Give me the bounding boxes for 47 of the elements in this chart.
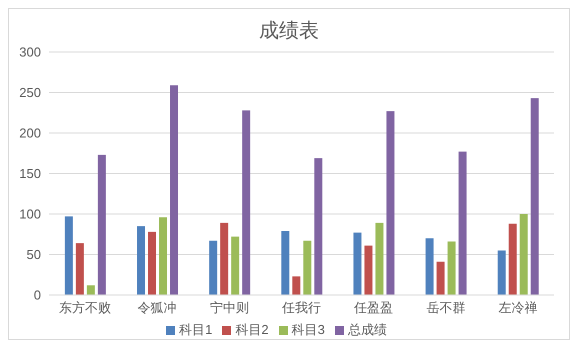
x-tick-label: 令狐冲	[138, 300, 177, 316]
legend-label: 总成绩	[348, 322, 387, 337]
bar	[426, 238, 434, 295]
bar	[303, 240, 312, 295]
bar	[159, 217, 168, 295]
x-tick-label: 岳不群	[426, 300, 466, 316]
bar	[448, 242, 456, 295]
bar	[520, 214, 528, 295]
bar	[242, 110, 250, 295]
x-tick-label: 任盈盈	[353, 300, 394, 316]
legend-label: 科目3	[292, 322, 325, 337]
bar	[170, 85, 178, 295]
bar	[498, 250, 506, 295]
bar	[530, 98, 539, 295]
bar	[353, 232, 362, 295]
bar	[137, 226, 146, 295]
x-tick-label: 宁中则	[210, 300, 249, 316]
bar	[86, 285, 95, 295]
y-tick-label: 300	[19, 44, 41, 60]
y-tick-label: 100	[19, 206, 41, 222]
y-tick-label: 200	[19, 126, 41, 141]
x-tick-label: 左冷禅	[498, 300, 538, 316]
y-tick-label: 150	[19, 166, 41, 182]
bar	[209, 240, 218, 295]
bar	[281, 231, 290, 295]
bar	[148, 232, 156, 295]
bar	[292, 276, 300, 295]
y-tick-label: 0	[34, 288, 41, 303]
y-tick-label: 250	[19, 85, 41, 100]
y-tick-label: 50	[26, 247, 41, 262]
legend-label: 科目1	[179, 322, 212, 337]
bar	[231, 236, 240, 295]
bar	[64, 216, 73, 295]
bar	[98, 154, 106, 295]
bar	[508, 224, 517, 295]
chart-title: 成绩表	[259, 20, 319, 42]
bar	[386, 111, 394, 295]
x-tick-label: 任我行	[281, 300, 321, 316]
bar	[375, 222, 384, 295]
bar	[458, 152, 467, 295]
bar	[220, 222, 228, 295]
bar	[314, 158, 322, 295]
bar	[436, 262, 445, 295]
x-tick-label: 东方不败	[59, 300, 112, 316]
bar	[76, 243, 84, 295]
bar	[364, 246, 372, 295]
legend-label: 科目2	[235, 322, 269, 337]
